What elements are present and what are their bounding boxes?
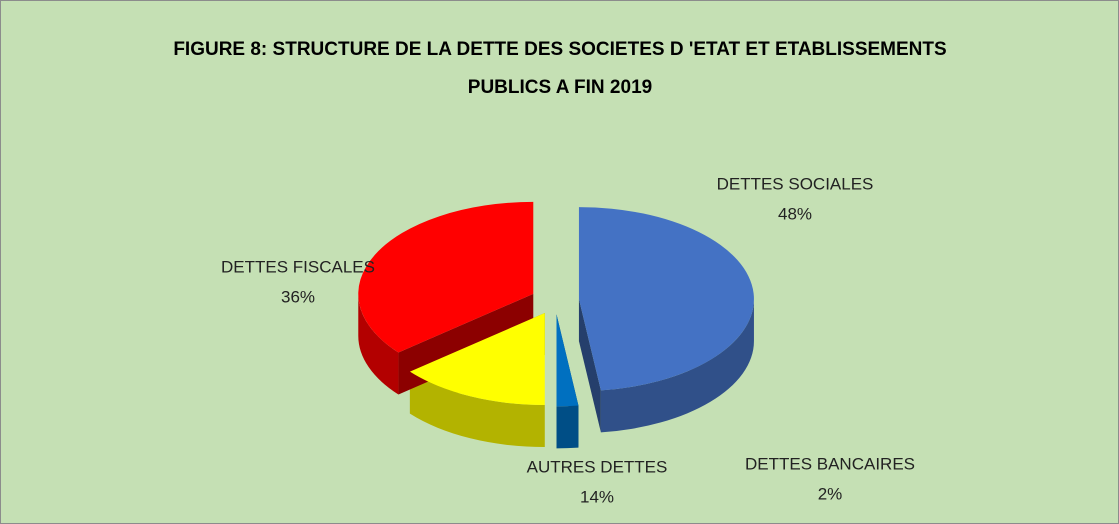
data-label-category: DETTES SOCIALES	[717, 174, 874, 193]
slice-wall	[556, 405, 579, 449]
chart-title: FIGURE 8: STRUCTURE DE LA DETTE DES SOCI…	[173, 39, 946, 60]
data-label-category: DETTES BANCAIRES	[745, 454, 915, 473]
slice-wall	[409, 371, 545, 448]
slice	[578, 207, 754, 391]
slice	[409, 313, 545, 406]
data-label-value: 14%	[580, 487, 614, 506]
data-label-value: 36%	[281, 287, 315, 306]
slice	[556, 314, 579, 407]
data-label-category: AUTRES DETTES	[527, 457, 668, 476]
data-label-category: DETTES FISCALES	[221, 257, 375, 276]
data-label-value: 2%	[818, 484, 843, 503]
data-label-value: 48%	[778, 204, 812, 223]
pie-tops	[358, 201, 754, 407]
slice	[358, 201, 534, 353]
slice-wall	[358, 293, 399, 395]
chart-title: PUBLICS A FIN 2019	[468, 77, 652, 98]
slice-side	[578, 299, 601, 433]
slice-wall	[600, 299, 754, 433]
